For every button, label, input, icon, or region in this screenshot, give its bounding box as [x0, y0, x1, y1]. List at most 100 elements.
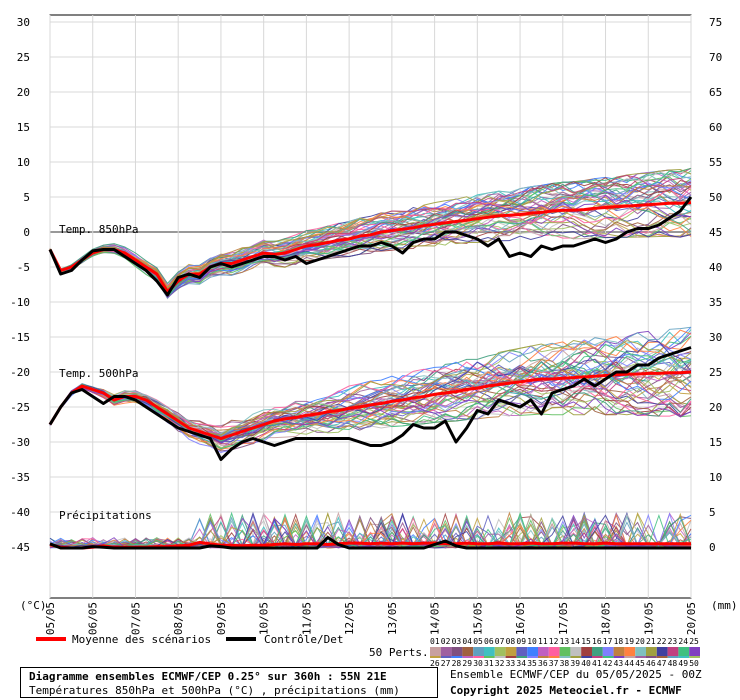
- legend-member-number: 13: [560, 637, 570, 646]
- legend-member-number: 44: [624, 659, 634, 668]
- legend-member-swatch: [516, 656, 528, 658]
- left-tick-label: 0: [23, 226, 30, 239]
- legend-member-swatch: [440, 656, 452, 658]
- left-tick-label: -40: [10, 506, 30, 519]
- legend-member-number: 18: [614, 637, 624, 646]
- legend-member-number: 16: [592, 637, 602, 646]
- legend-member-number: 30: [473, 659, 483, 668]
- legend-member-swatch: [602, 656, 614, 658]
- legend-member-swatch: [689, 647, 700, 656]
- left-tick-label: -15: [10, 331, 30, 344]
- legend-member-swatch: [559, 656, 571, 658]
- legend-member-swatch: [430, 647, 441, 656]
- legend-member-number: 15: [581, 637, 591, 646]
- legend-member-number: 41: [592, 659, 602, 668]
- legend-mean-label: Moyenne des scénarios: [72, 633, 211, 646]
- legend-member-swatch: [613, 656, 625, 658]
- x-date-label: 20/05: [685, 602, 698, 635]
- right-tick-label: 35: [709, 296, 722, 309]
- legend-member-number: 07: [495, 637, 505, 646]
- legend-member-swatch: [484, 647, 495, 656]
- chart-subtitle: Températures 850hPa et 500hPa (°C) , pré…: [29, 684, 400, 697]
- legend-member-number: 38: [560, 659, 570, 668]
- right-tick-label: 25: [709, 366, 722, 379]
- copyright-text: Copyright 2025 Meteociel.fr - ECMWF: [450, 684, 682, 697]
- legend-member-number: 22: [657, 637, 667, 646]
- x-date-label: 06/05: [87, 602, 100, 635]
- right-tick-label: 75: [709, 16, 722, 29]
- legend-member-number: 32: [495, 659, 505, 668]
- legend-member-swatch: [505, 656, 517, 658]
- left-tick-label: -20: [10, 366, 30, 379]
- legend-members-label: 50 Perts.: [369, 646, 429, 659]
- legend-member-swatch: [484, 656, 495, 658]
- member-line: [49, 167, 692, 298]
- legend-member-number: 10: [527, 637, 537, 646]
- legend-member-number: 08: [506, 637, 516, 646]
- legend-member-swatch: [646, 647, 657, 656]
- legend-member-number: 49: [678, 659, 688, 668]
- legend-member-number: 27: [441, 659, 451, 668]
- legend-member-swatch: [538, 647, 549, 656]
- right-tick-label: 30: [709, 331, 722, 344]
- plot-frame: [49, 14, 692, 599]
- legend-member-swatch: [516, 647, 528, 656]
- x-date-label: 05/05: [44, 602, 57, 635]
- member-line: [49, 343, 692, 450]
- legend-member-swatch: [667, 656, 679, 658]
- right-tick-label: 65: [709, 86, 722, 99]
- legend-member-number: 42: [603, 659, 613, 668]
- left-tick-label: -35: [10, 471, 30, 484]
- left-tick-label: 5: [23, 191, 30, 204]
- x-date-label: 14/05: [429, 602, 442, 635]
- legend-member-number: 33: [506, 659, 516, 668]
- legend-member-swatch: [538, 656, 549, 658]
- legend-control-label: Contrôle/Det: [264, 633, 343, 646]
- left-tick-label: 10: [17, 156, 30, 169]
- mean-line-t850: [48, 201, 692, 293]
- control-line-precip: [49, 536, 691, 550]
- x-date-label: 09/05: [215, 602, 228, 635]
- left-tick-label: 25: [17, 51, 30, 64]
- legend-member-number: 17: [603, 637, 613, 646]
- legend-member-swatch: [473, 647, 484, 656]
- legend-member-swatch: [592, 647, 603, 656]
- legend-member-number: 14: [570, 637, 580, 646]
- legend-member-swatch: [570, 647, 582, 656]
- legend-member-swatch: [462, 656, 474, 658]
- right-unit-label: (mm): [711, 599, 738, 612]
- legend-member-number: 04: [462, 637, 472, 646]
- legend-member-swatch: [602, 647, 614, 656]
- legend-member-swatch: [494, 656, 506, 658]
- x-date-label: 19/05: [642, 602, 655, 635]
- legend-member-swatch: [451, 647, 463, 656]
- run-info: Ensemble ECMWF/CEP du 05/05/2025 - 00Z: [450, 668, 702, 681]
- legend-member-number: 20: [635, 637, 645, 646]
- right-tick-label: 70: [709, 51, 722, 64]
- left-tick-label: 30: [17, 16, 30, 29]
- left-tick-label: 15: [17, 121, 30, 134]
- legend-member-swatch: [494, 647, 506, 656]
- legend-member-number: 48: [668, 659, 678, 668]
- left-tick-label: -45: [10, 541, 30, 554]
- member-line: [49, 168, 692, 290]
- right-tick-label: 40: [709, 261, 722, 274]
- x-date-label: 13/05: [386, 602, 399, 635]
- legend-member-number: 46: [646, 659, 656, 668]
- panel-label: Temp. 500hPa: [59, 367, 138, 380]
- legend-member-swatch: [440, 647, 452, 656]
- right-tick-label: 0: [709, 541, 716, 554]
- legend-member-number: 31: [484, 659, 494, 668]
- chart-axes: 302520151050-5-10-15-20-25-30-35-40-4575…: [10, 16, 737, 635]
- panel-label: Temp. 850hPa: [59, 223, 138, 236]
- legend-member-swatch: [624, 647, 636, 656]
- right-tick-label: 60: [709, 121, 722, 134]
- chart-legend: Moyenne des scénarios Contrôle/Det 50 Pert…: [36, 633, 700, 668]
- legend-member-swatch: [581, 647, 592, 656]
- legend-member-number: 43: [614, 659, 624, 668]
- chart-grid: [49, 14, 692, 599]
- legend-member-swatch: [473, 656, 484, 658]
- x-date-label: 16/05: [514, 602, 527, 635]
- legend-member-number: 26: [430, 659, 440, 668]
